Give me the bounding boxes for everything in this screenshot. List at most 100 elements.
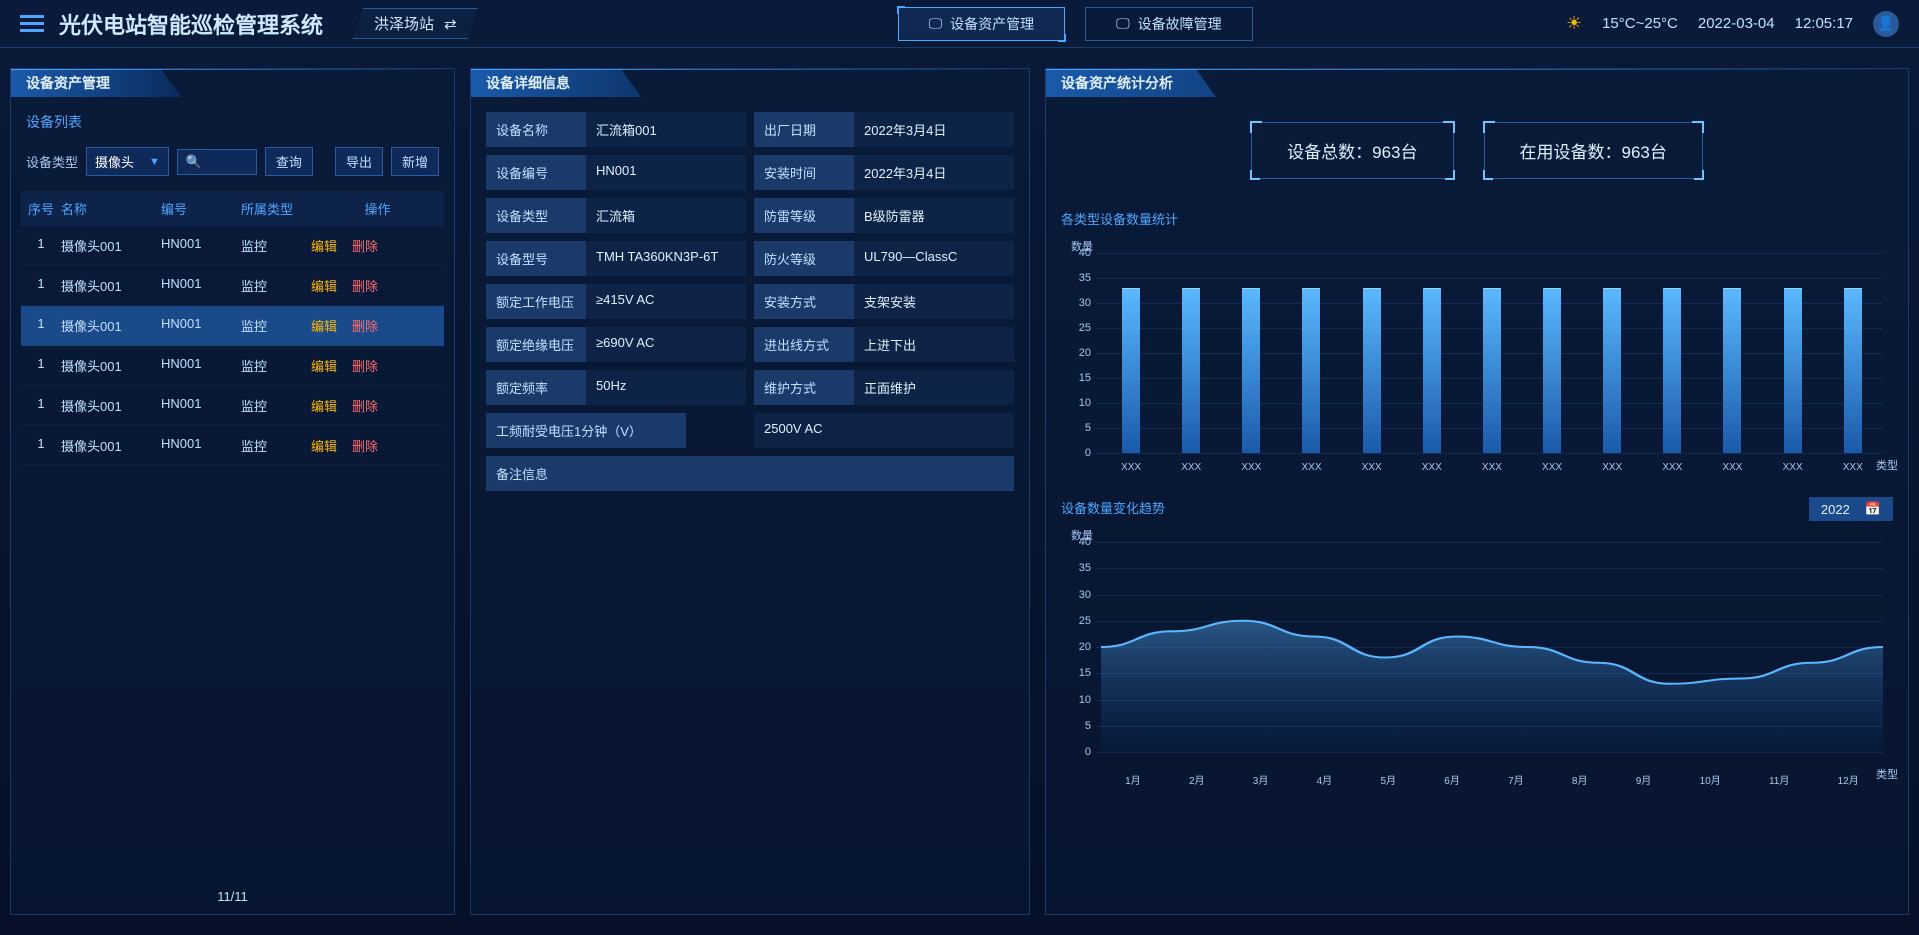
detail-row: 额定工作电压≥415V AC安装方式支架安装 bbox=[486, 284, 1014, 319]
cell-name: 摄像头001 bbox=[61, 436, 161, 455]
detail-cell: 设备型号TMH TA360KN3P-6T bbox=[486, 241, 746, 276]
detail-label: 维护方式 bbox=[754, 370, 854, 405]
delete-button[interactable]: 删除 bbox=[352, 236, 378, 255]
y-tick: 40 bbox=[1061, 536, 1091, 548]
x-label: 1月 bbox=[1125, 772, 1141, 787]
nav-tab-0[interactable]: 🖵设备资产管理 bbox=[898, 7, 1066, 41]
avatar[interactable]: 👤 bbox=[1873, 11, 1899, 37]
station-selector[interactable]: 洪泽场站 ⇄ bbox=[353, 8, 478, 39]
delete-button[interactable]: 删除 bbox=[352, 316, 378, 335]
delete-button[interactable]: 删除 bbox=[352, 276, 378, 295]
delete-button[interactable]: 删除 bbox=[352, 436, 378, 455]
bar bbox=[1663, 288, 1681, 453]
detail-row: 额定绝缘电压≥690V AC进出线方式上进下出 bbox=[486, 327, 1014, 362]
edit-button[interactable]: 编辑 bbox=[311, 356, 337, 375]
x-label: XXX bbox=[1241, 462, 1261, 473]
edit-button[interactable]: 编辑 bbox=[311, 276, 337, 295]
x-label: 2月 bbox=[1189, 772, 1205, 787]
detail-value: 正面维护 bbox=[854, 370, 1014, 405]
cell-type: 监控 bbox=[241, 436, 311, 455]
device-list-title: 设备列表 bbox=[11, 97, 454, 147]
panel-header: 设备资产统计分析 bbox=[1046, 69, 1908, 97]
table-row[interactable]: 1摄像头001HN001监控编辑删除 bbox=[21, 386, 444, 426]
x-label: 5月 bbox=[1380, 772, 1396, 787]
bar bbox=[1363, 288, 1381, 453]
detail-value: 汇流箱 bbox=[586, 198, 746, 233]
col-type: 所属类型 bbox=[241, 199, 311, 218]
device-detail-panel: 设备详细信息 设备名称汇流箱001出厂日期2022年3月4日设备编号HN001安… bbox=[470, 68, 1030, 915]
detail-cell: 维护方式正面维护 bbox=[754, 370, 1014, 405]
table-row[interactable]: 1摄像头001HN001监控编辑删除 bbox=[21, 266, 444, 306]
cell-ops: 编辑删除 bbox=[311, 356, 444, 375]
table-row[interactable]: 1摄像头001HN001监控编辑删除 bbox=[21, 226, 444, 266]
y-tick: 30 bbox=[1061, 297, 1091, 309]
y-tick: 25 bbox=[1061, 615, 1091, 627]
stat-label: 设备总数： bbox=[1287, 143, 1372, 162]
edit-button[interactable]: 编辑 bbox=[311, 436, 337, 455]
bar bbox=[1423, 288, 1441, 453]
detail-cell: 设备类型汇流箱 bbox=[486, 198, 746, 233]
cell-type: 监控 bbox=[241, 276, 311, 295]
calendar-icon: 📅 bbox=[1865, 501, 1881, 517]
select-value: 摄像头 bbox=[95, 152, 134, 171]
edit-button[interactable]: 编辑 bbox=[311, 396, 337, 415]
delete-button[interactable]: 删除 bbox=[352, 396, 378, 415]
delete-button[interactable]: 删除 bbox=[352, 356, 378, 375]
table-row[interactable]: 1摄像头001HN001监控编辑删除 bbox=[21, 346, 444, 386]
nav-tab-1[interactable]: 🖵设备故障管理 bbox=[1085, 7, 1253, 41]
edit-button[interactable]: 编辑 bbox=[311, 236, 337, 255]
detail-label: 设备名称 bbox=[486, 112, 586, 147]
nav-tab-label: 设备资产管理 bbox=[950, 14, 1034, 34]
edit-button[interactable]: 编辑 bbox=[311, 316, 337, 335]
line-svg bbox=[1101, 542, 1883, 752]
detail-value: 2022年3月4日 bbox=[854, 112, 1014, 147]
asset-management-panel: 设备资产管理 设备列表 设备类型 摄像头 ▼ 🔍 查询 导出 新增 序号 名称 … bbox=[10, 68, 455, 915]
query-button[interactable]: 查询 bbox=[265, 147, 313, 176]
detail-value: TMH TA360KN3P-6T bbox=[586, 241, 746, 276]
table-row[interactable]: 1摄像头001HN001监控编辑删除 bbox=[21, 426, 444, 466]
detail-value: ≥690V AC bbox=[586, 327, 746, 362]
sun-icon: ☀ bbox=[1566, 13, 1582, 34]
detail-cell: 额定工作电压≥415V AC bbox=[486, 284, 746, 319]
detail-value: UL790—ClassC bbox=[854, 241, 1014, 276]
cell-seq: 1 bbox=[21, 436, 61, 455]
cell-type: 监控 bbox=[241, 316, 311, 335]
detail-value: B级防雷器 bbox=[854, 198, 1014, 233]
col-ops: 操作 bbox=[311, 199, 444, 218]
detail-label: 出厂日期 bbox=[754, 112, 854, 147]
stat-value: 963台 bbox=[1372, 143, 1417, 162]
cell-seq: 1 bbox=[21, 356, 61, 375]
panel-title: 设备详细信息 bbox=[471, 69, 1029, 97]
detail-value: 支架安装 bbox=[854, 284, 1014, 319]
stat-value: 963台 bbox=[1622, 143, 1667, 162]
device-type-select[interactable]: 摄像头 ▼ bbox=[86, 147, 169, 176]
y-tick: 10 bbox=[1061, 694, 1091, 706]
menu-icon[interactable] bbox=[20, 15, 44, 33]
x-label: 7月 bbox=[1508, 772, 1524, 787]
x-label: 9月 bbox=[1636, 772, 1652, 787]
x-label: 10月 bbox=[1700, 772, 1721, 787]
cell-name: 摄像头001 bbox=[61, 236, 161, 255]
col-code: 编号 bbox=[161, 199, 241, 218]
x-label: XXX bbox=[1783, 462, 1803, 473]
export-button[interactable]: 导出 bbox=[335, 147, 383, 176]
bar bbox=[1242, 288, 1260, 453]
bar bbox=[1182, 288, 1200, 453]
x-label: 4月 bbox=[1317, 772, 1333, 787]
panel-title: 设备资产统计分析 bbox=[1046, 69, 1908, 97]
search-input[interactable]: 🔍 bbox=[177, 149, 257, 175]
detail-row: 设备编号HN001安装时间2022年3月4日 bbox=[486, 155, 1014, 190]
detail-cell: 设备编号HN001 bbox=[486, 155, 746, 190]
table-body: 1摄像头001HN001监控编辑删除1摄像头001HN001监控编辑删除1摄像头… bbox=[21, 226, 444, 879]
new-button[interactable]: 新增 bbox=[391, 147, 439, 176]
year-selector[interactable]: 2022 📅 bbox=[1809, 497, 1893, 521]
stat-card-1: 在用设备数：963台 bbox=[1484, 122, 1703, 179]
x-label: 8月 bbox=[1572, 772, 1588, 787]
table-row[interactable]: 1摄像头001HN001监控编辑删除 bbox=[21, 306, 444, 346]
pagination: 11/11 bbox=[11, 879, 454, 914]
x-label: XXX bbox=[1602, 462, 1622, 473]
detail-value: 2500V AC bbox=[754, 413, 1014, 448]
detail-value: HN001 bbox=[586, 155, 746, 190]
chevron-down-icon: ▼ bbox=[149, 156, 160, 168]
stat-card-0: 设备总数：963台 bbox=[1251, 122, 1453, 179]
